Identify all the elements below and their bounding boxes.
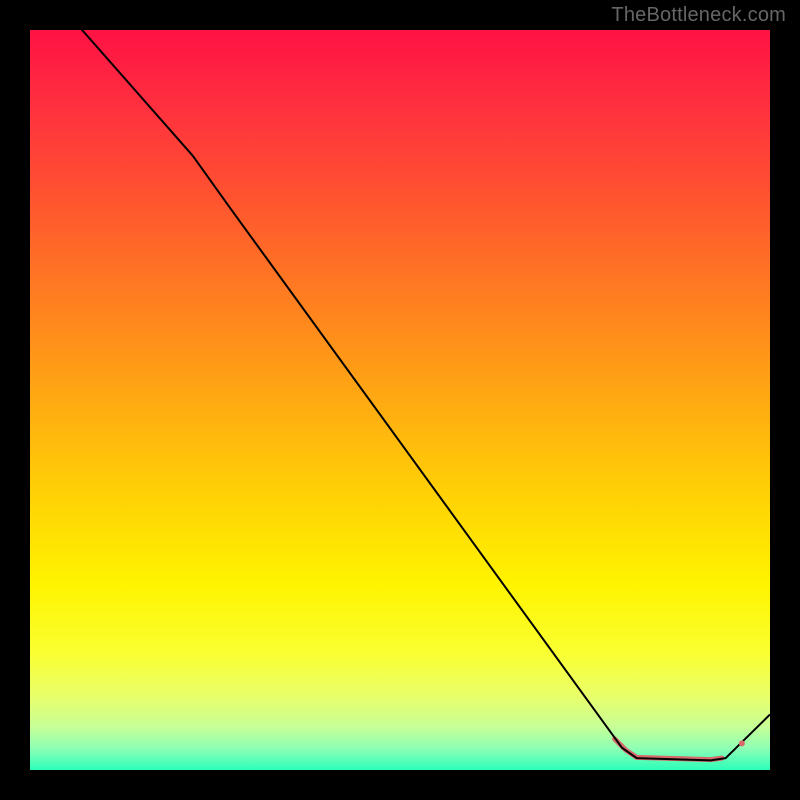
- chart-svg: [30, 30, 770, 770]
- valley-marker-dot: [739, 740, 745, 746]
- chart-plot-area: [30, 30, 770, 770]
- watermark-text: TheBottleneck.com: [611, 4, 786, 27]
- chart-background: [30, 30, 770, 770]
